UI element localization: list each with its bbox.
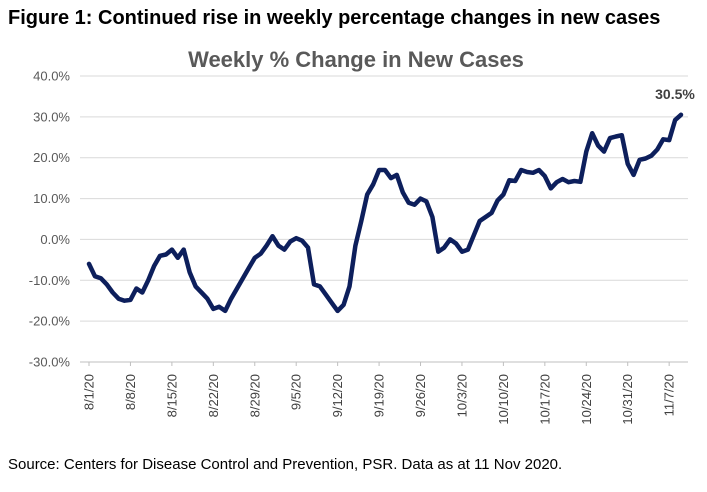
y-axis-ticks: 40.0% 30.0% 20.0% 10.0% 0.0% -10.0% -20.0% -30.… <box>29 69 71 370</box>
series-line <box>86 112 684 314</box>
x-tick-label: 8/29/20 <box>247 374 262 417</box>
source-note: Source: Centers for Disease Control and … <box>8 456 563 473</box>
x-tick-label: 8/22/20 <box>206 374 221 417</box>
x-tick-label: 9/19/20 <box>372 374 387 417</box>
x-tick-label: 9/5/20 <box>289 374 304 410</box>
x-tick-label: 10/3/20 <box>454 374 469 417</box>
y-tick-label: -30.0% <box>29 355 71 370</box>
y-tick-label: -10.0% <box>29 273 71 288</box>
x-tick-label: 10/17/20 <box>537 374 552 425</box>
gridlines <box>80 75 688 363</box>
y-tick-label: 40.0% <box>33 69 70 84</box>
x-tick-label: 8/1/20 <box>82 374 97 410</box>
line-chart: Weekly % Change in New Cases 40.0% 30.0% 2… <box>29 47 696 425</box>
x-tick-label: 8/8/20 <box>123 374 138 410</box>
figure-title: Figure 1: Continued rise in weekly perce… <box>8 7 661 29</box>
y-tick-label: 0.0% <box>40 232 70 247</box>
x-tick-label: 11/7/20 <box>662 374 677 416</box>
x-tick-label: 9/12/20 <box>330 374 345 417</box>
y-tick-label: 30.0% <box>33 109 70 124</box>
x-tick-label: 8/15/20 <box>164 374 179 417</box>
last-value-label: 30.5% <box>655 86 695 102</box>
x-tick-label: 10/10/20 <box>496 374 511 425</box>
x-tick-label: 10/24/20 <box>579 374 594 425</box>
x-tick-label: 9/26/20 <box>413 374 428 417</box>
y-tick-label: 10.0% <box>33 191 70 206</box>
x-tick-label: 10/31/20 <box>620 374 635 425</box>
chart-title: Weekly % Change in New Cases <box>188 47 524 72</box>
y-tick-label: -20.0% <box>29 314 71 329</box>
y-tick-label: 20.0% <box>33 150 70 165</box>
x-axis-ticks: 8/1/20 8/8/20 8/15/20 8/22/20 8/29/20 9/5/20 9… <box>82 362 677 425</box>
